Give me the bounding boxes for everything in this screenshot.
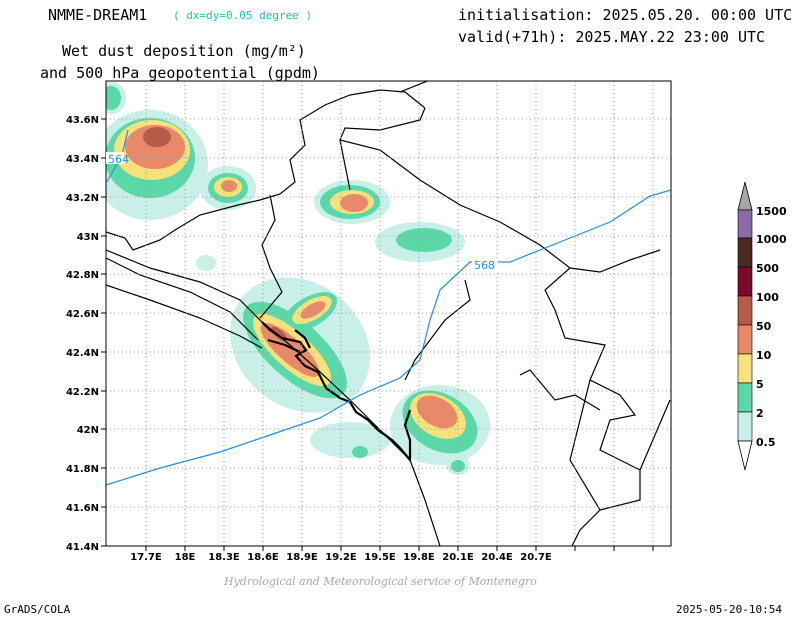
color-legend: 1500 1000 500 100 50 10 5 2 0.5 [737,181,787,471]
contour-label-bg [472,258,498,270]
legend-label: 5 [756,378,764,391]
model-name: NMME-DREAM1 [48,6,148,24]
footer-right: 2025-05-20-10:54 [676,603,782,616]
lat-label: 42.2N [66,387,99,398]
legend-label: 50 [756,320,772,333]
lat-label: 43N [77,232,99,243]
credit-text: Hydrological and Meteorological service … [224,575,537,588]
lon-label: 20.7E [520,552,552,563]
lat-label: 41.8N [66,464,99,475]
lat-label: 42.4N [66,348,99,359]
lon-label: 19.5E [364,552,396,563]
resolution-label: ( dx=dy=0.05 degree ) [173,9,313,22]
map-title-line2: and 500 hPa geopotential (gpdm) [40,64,320,82]
contour-label-568: 568 [474,259,495,272]
lat-label: 43.2N [66,193,99,204]
lat-label: 42.6N [66,309,99,320]
legend-label: 0.5 [756,436,776,449]
lon-label: 18.3E [208,552,240,563]
lon-label: 19.8E [403,552,435,563]
map-title-line1: Wet dust deposition (mg/m²) [62,42,306,60]
lat-label: 43.6N [66,115,99,126]
lat-label: 41.6N [66,503,99,514]
lat-label: 41.4N [66,542,99,553]
lat-label: 42N [77,425,99,436]
lon-label: 18E [175,552,196,563]
legend-label: 1000 [756,233,787,246]
legend-label: 10 [756,349,772,362]
lon-label: 20.4E [481,552,513,563]
legend-swatch [737,411,753,442]
lon-label: 17.7E [130,552,162,563]
initialisation-time: initialisation: 2025.05.20. 00:00 UTC [458,6,793,24]
legend-swatch [737,266,753,297]
longitude-labels: 17.7E 18E 18.3E 18.6E 18.9E 19.2E 19.5E … [130,552,552,563]
legend-label: 1500 [756,205,787,218]
legend-swatch [737,324,753,355]
montenegro-coast [261,321,412,464]
legend-swatch [737,237,753,268]
lon-label: 18.6E [247,552,279,563]
legend-top-arrow [737,181,753,211]
legend-label: 500 [756,262,779,275]
lon-label: 19.2E [325,552,357,563]
legend-swatch [737,295,753,326]
legend-bottom-arrow [737,440,753,471]
lon-label: 18.9E [286,552,318,563]
legend-swatch [737,209,753,239]
footer-left: GrADS/COLA [4,603,71,616]
legend-swatch [737,353,753,384]
borders [106,81,671,546]
latitude-labels: 43.6N 43.4N 43.2N 43N 42.8N 42.6N 42.4N … [66,115,99,553]
contour-label-564: 564 [108,153,129,166]
legend-label: 2 [756,407,764,420]
legend-label: 100 [756,291,779,304]
lat-label: 43.4N [66,154,99,165]
geopotential-contours [106,129,671,486]
valid-time: valid(+71h): 2025.MAY.22 23:00 UTC [458,28,766,46]
lat-label: 42.8N [66,270,99,281]
lat-lon-grid [106,81,671,546]
contour-label-bg [106,152,124,164]
deposition-field [106,81,671,546]
legend-swatch [737,382,753,413]
axis-ticks [101,118,654,551]
lon-label: 20.1E [442,552,474,563]
